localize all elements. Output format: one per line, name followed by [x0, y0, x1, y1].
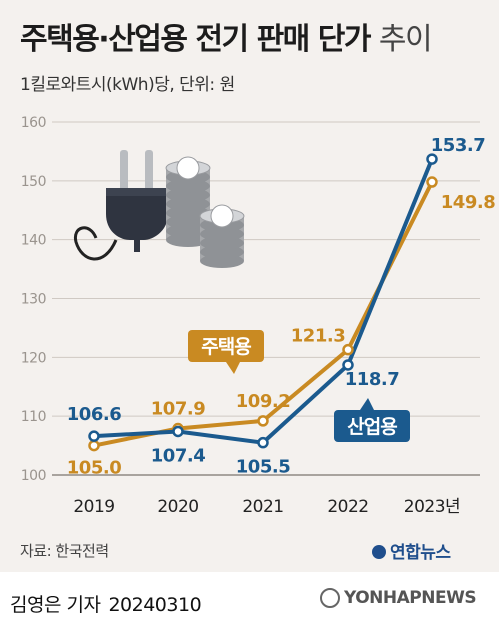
unit-label: 1킬로와트시(kWh)당, 단위: 원 [20, 75, 235, 95]
series-lines [88, 153, 438, 452]
data-label: 105.0 [67, 458, 121, 479]
data-label: 118.7 [345, 369, 399, 390]
data-point [342, 343, 354, 356]
chart-title: 주택용·산업용 전기 판매 단가 추이 [20, 14, 433, 58]
data-point [426, 153, 438, 165]
legend-box [188, 330, 264, 362]
data-point [257, 436, 269, 449]
reporter-credit: 김영은 기자 20240310 [10, 590, 202, 617]
x-tick-label: 2023년 [404, 497, 460, 517]
legend-box [334, 410, 410, 442]
infographic-card: 주택용·산업용 전기 판매 단가 추이 1킬로와트시(kWh)당, 단위: 원 … [0, 0, 499, 572]
y-tick-label: 130 [21, 292, 46, 308]
plug-icon [73, 150, 168, 261]
logo-text: 연합뉴스 [390, 543, 451, 563]
y-tick-label: 150 [21, 174, 46, 190]
footer-bar: 김영은 기자 20240310 YONHAPNEWS [0, 572, 499, 624]
data-label: 121.3 [291, 326, 345, 347]
legend-pointer [360, 398, 374, 410]
data-point [88, 430, 100, 442]
x-tick-label: 2022 [327, 497, 368, 517]
publish-date: 20240310 [108, 594, 202, 616]
y-tick-label: 140 [21, 233, 46, 249]
illustration [73, 150, 245, 268]
y-tick-label: 160 [21, 115, 46, 131]
coin-stack-icon [165, 156, 245, 268]
data-point [257, 415, 269, 427]
legend-label: 주택용 [201, 336, 251, 358]
y-tick-label: 110 [21, 409, 46, 425]
y-tick-label: 120 [21, 350, 46, 366]
y-tick-label: 100 [21, 468, 46, 484]
data-point [342, 359, 354, 371]
legend-industrial: 산업용 [334, 398, 410, 442]
legend-pointer [226, 362, 240, 374]
x-tick-label: 2021 [242, 497, 283, 517]
yonhap-logo: 연합뉴스 [372, 538, 451, 563]
data-label: 105.5 [236, 457, 290, 478]
agency-watermark: YONHAPNEWS [320, 588, 477, 608]
data-label: 106.6 [67, 404, 121, 425]
legend-residential: 주택용 [188, 330, 264, 374]
title-suffix: 추이 [378, 22, 433, 57]
title-main: 주택용·산업용 전기 판매 단가 [20, 22, 371, 57]
data-label: 109.2 [236, 391, 290, 412]
data-point [172, 425, 184, 438]
agency-name: YONHAPNEWS [344, 588, 477, 608]
data-label: 149.8 [441, 192, 495, 213]
x-axis: 2019 2020 2021 2022 2023년 [73, 497, 460, 517]
won-sign-icon [176, 156, 200, 180]
x-tick-label: 2020 [157, 497, 198, 517]
source-note: 자료: 한국전력 [20, 542, 109, 560]
x-tick-label: 2019 [73, 497, 114, 517]
reporter-name: 김영은 기자 [10, 594, 101, 616]
yonhap-circle-icon [320, 588, 340, 608]
data-label: 107.9 [151, 399, 205, 420]
data-point [426, 176, 438, 188]
data-labels: 105.0 107.9 109.2 121.3 149.8 106.6 107.4 105.5… [67, 135, 496, 479]
y-axis: 100 110 120 130 140 150 160 [21, 115, 47, 484]
logo-ball-icon [372, 545, 386, 559]
data-label: 153.7 [431, 135, 485, 156]
won-sign-icon [210, 204, 234, 228]
legend-label: 산업용 [347, 416, 397, 438]
data-label: 107.4 [151, 445, 205, 466]
data-point [88, 439, 100, 452]
